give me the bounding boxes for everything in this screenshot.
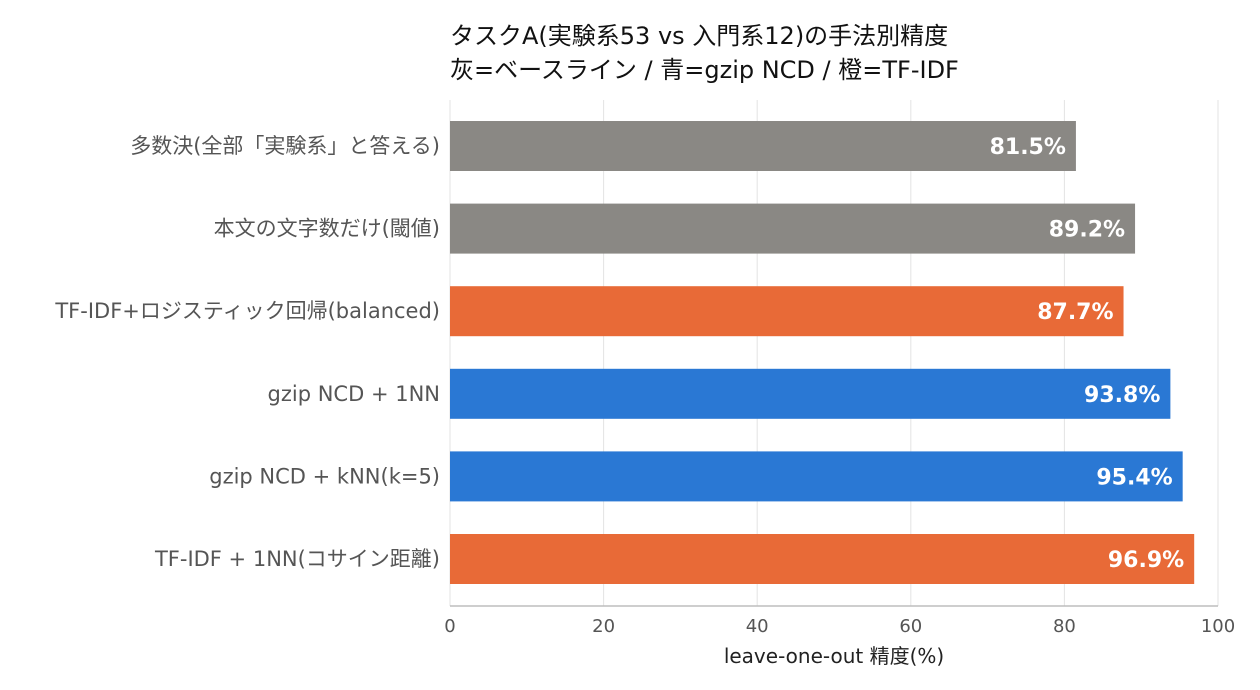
x-tick-label: 100 bbox=[1201, 616, 1235, 637]
x-tick-labels: 0 20 40 60 80 100 bbox=[444, 616, 1235, 637]
chart-title-line-2: 灰=ベースライン / 青=gzip NCD / 橙=TF-IDF bbox=[450, 56, 959, 84]
bar-baseline bbox=[450, 203, 1136, 254]
bar-value-label: 93.8% bbox=[1084, 383, 1160, 408]
chart-title-line-1: タスクA(実験系53 vs 入門系12)の手法別精度 bbox=[450, 22, 948, 50]
category-label: gzip NCD + 1NN bbox=[268, 382, 440, 406]
category-label: TF-IDF+ロジスティック回帰(balanced) bbox=[54, 299, 440, 323]
x-tick-label: 80 bbox=[1053, 616, 1076, 637]
category-label: TF-IDF + 1NN(コサイン距離) bbox=[154, 547, 440, 571]
category-label: 本文の文字数だけ(閾値) bbox=[214, 217, 440, 241]
gridlines bbox=[449, 100, 1219, 606]
x-tick-label: 20 bbox=[592, 616, 615, 637]
x-tick-label: 40 bbox=[746, 616, 769, 637]
bar-value-label: 81.5% bbox=[990, 135, 1066, 160]
bars: 81.5% 89.2% 87.7% 93.8% 95.4% 96.9% bbox=[450, 121, 1195, 584]
chart-title: タスクA(実験系53 vs 入門系12)の手法別精度 灰=ベースライン / 青=… bbox=[450, 22, 959, 84]
bar-value-label: 95.4% bbox=[1096, 465, 1172, 490]
bar-baseline bbox=[450, 121, 1076, 171]
x-tick-label: 0 bbox=[444, 616, 455, 637]
x-axis-label: leave-one-out 精度(%) bbox=[724, 644, 944, 668]
bar-tfidf bbox=[450, 286, 1124, 337]
bar-tfidf bbox=[450, 534, 1195, 584]
x-tick-label: 60 bbox=[899, 616, 922, 637]
bar-value-label: 87.7% bbox=[1037, 300, 1113, 325]
bar-gzip bbox=[450, 368, 1171, 419]
category-label: 多数決(全部「実験系」と答える) bbox=[130, 134, 440, 158]
bar-value-label: 96.9% bbox=[1108, 548, 1184, 573]
category-labels: 多数決(全部「実験系」と答える) 本文の文字数だけ(閾値) TF-IDF+ロジスティ… bbox=[54, 134, 440, 571]
bar-gzip bbox=[450, 451, 1183, 502]
category-label: gzip NCD + kNN(k=5) bbox=[209, 464, 440, 488]
bar-value-label: 89.2% bbox=[1049, 218, 1125, 243]
